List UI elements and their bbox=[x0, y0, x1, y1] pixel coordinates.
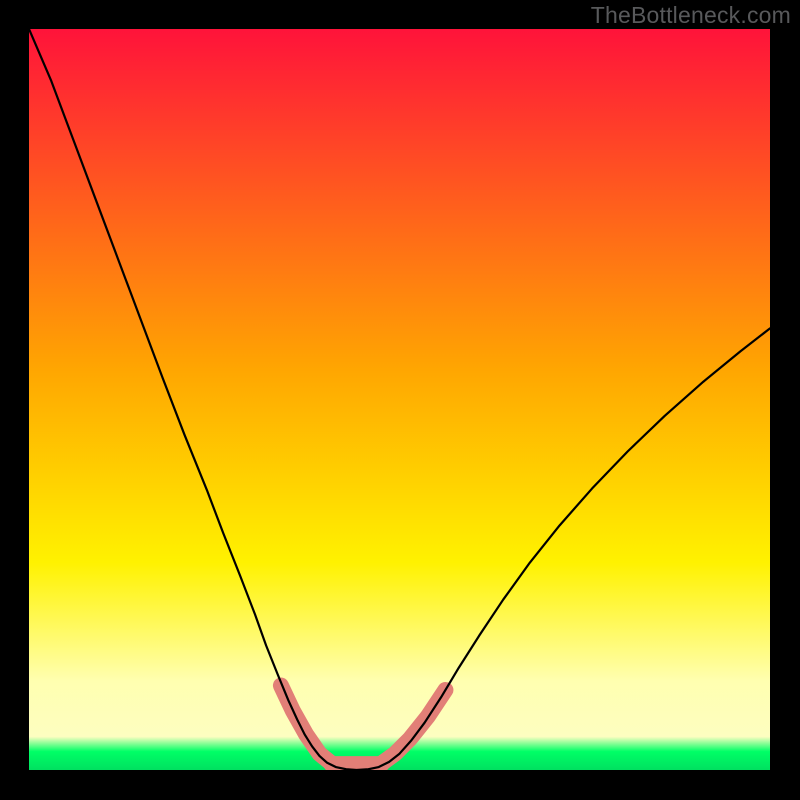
plot-svg bbox=[29, 29, 770, 770]
watermark-text: TheBottleneck.com bbox=[591, 2, 791, 29]
chart-container: TheBottleneck.com bbox=[0, 0, 800, 800]
plot-area bbox=[29, 29, 770, 770]
gradient-background bbox=[29, 29, 770, 770]
